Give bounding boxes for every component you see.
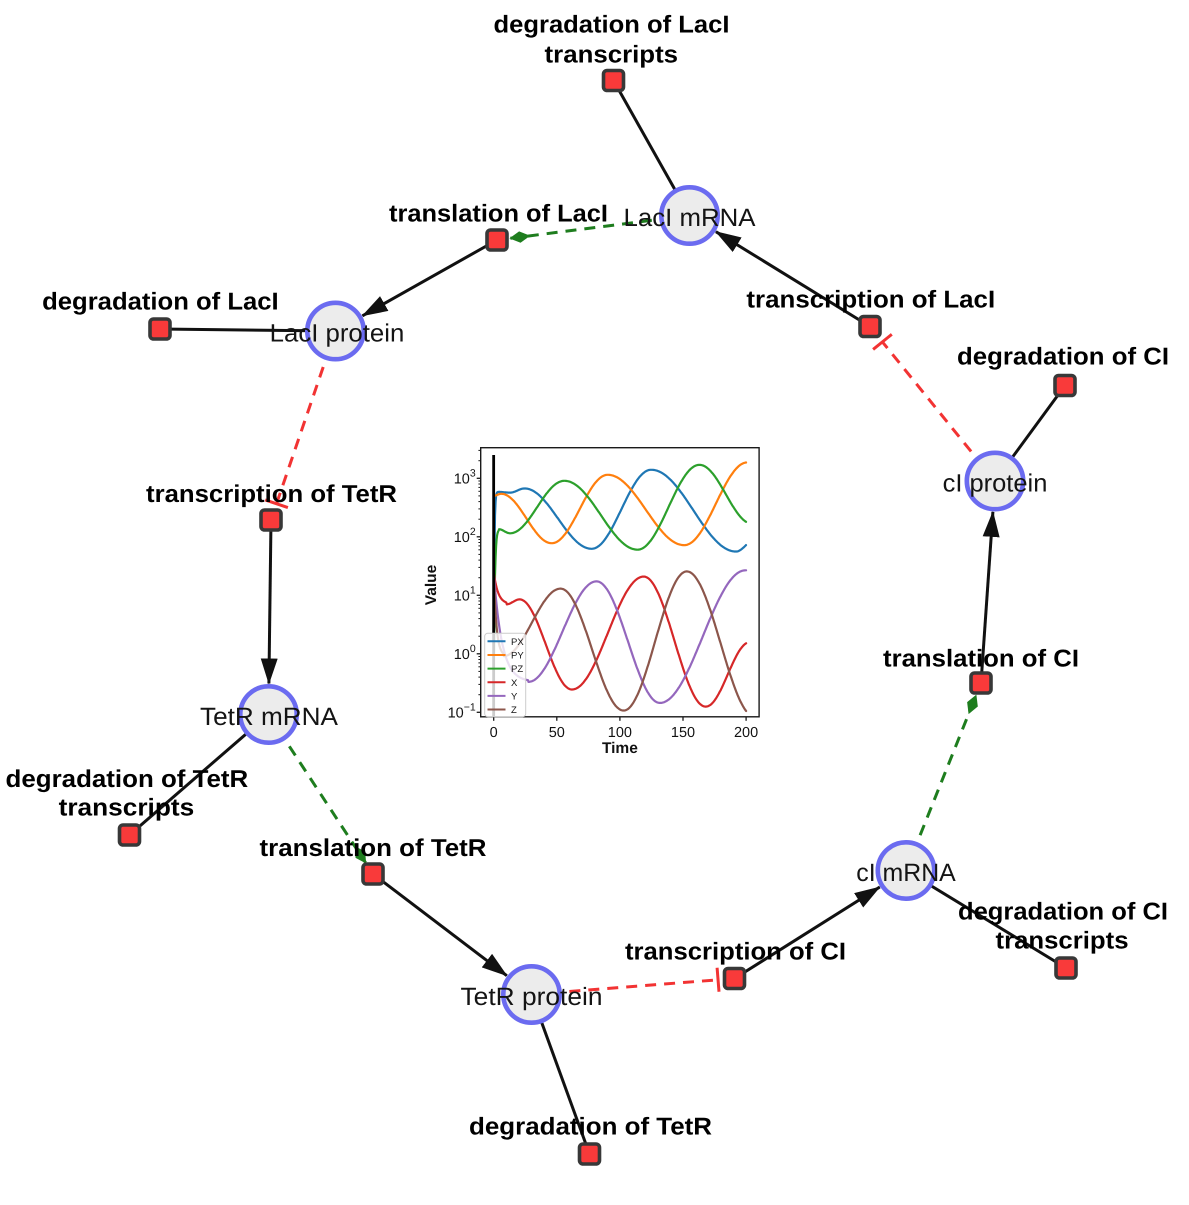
svg-text:150: 150 [671,725,695,741]
svg-text:PX: PX [511,637,524,648]
svg-text:Z: Z [511,705,517,716]
svg-text:cI mRNA: cI mRNA [856,859,956,887]
svg-text:cI protein: cI protein [943,469,1048,497]
svg-text:translation of CI: translation of CI [883,646,1079,673]
svg-text:TetR mRNA: TetR mRNA [200,703,338,731]
svg-text:transcripts: transcripts [996,928,1129,955]
svg-text:LacI mRNA: LacI mRNA [624,204,756,232]
svg-text:transcription of LacI: transcription of LacI [746,287,995,314]
svg-text:translation of TetR: translation of TetR [260,835,487,862]
svg-text:X: X [511,678,518,689]
svg-text:degradation of CI: degradation of CI [957,343,1169,370]
svg-text:0: 0 [490,725,498,741]
svg-text:PZ: PZ [511,664,523,675]
svg-text:transcription of TetR: transcription of TetR [146,481,397,508]
svg-text:TetR protein: TetR protein [461,983,603,1011]
svg-text:transcripts: transcripts [59,795,195,822]
svg-text:transcripts: transcripts [545,42,679,69]
svg-text:100: 100 [608,725,632,741]
svg-text:degradation of TetR: degradation of TetR [469,1114,712,1141]
svg-text:LacI protein: LacI protein [270,319,405,347]
svg-text:transcription of CI: transcription of CI [625,939,846,966]
svg-text:Y: Y [511,691,518,702]
svg-text:degradation of CI: degradation of CI [958,899,1168,926]
svg-text:200: 200 [734,725,758,741]
svg-text:translation of LacI: translation of LacI [389,201,608,228]
svg-text:degradation of LacI: degradation of LacI [42,289,279,316]
svg-text:Value: Value [423,564,440,605]
svg-text:degradation of TetR: degradation of TetR [6,766,249,793]
svg-text:degradation of LacI: degradation of LacI [494,12,730,39]
svg-text:50: 50 [549,725,565,741]
svg-text:PY: PY [511,650,524,661]
svg-text:Time: Time [602,740,638,757]
